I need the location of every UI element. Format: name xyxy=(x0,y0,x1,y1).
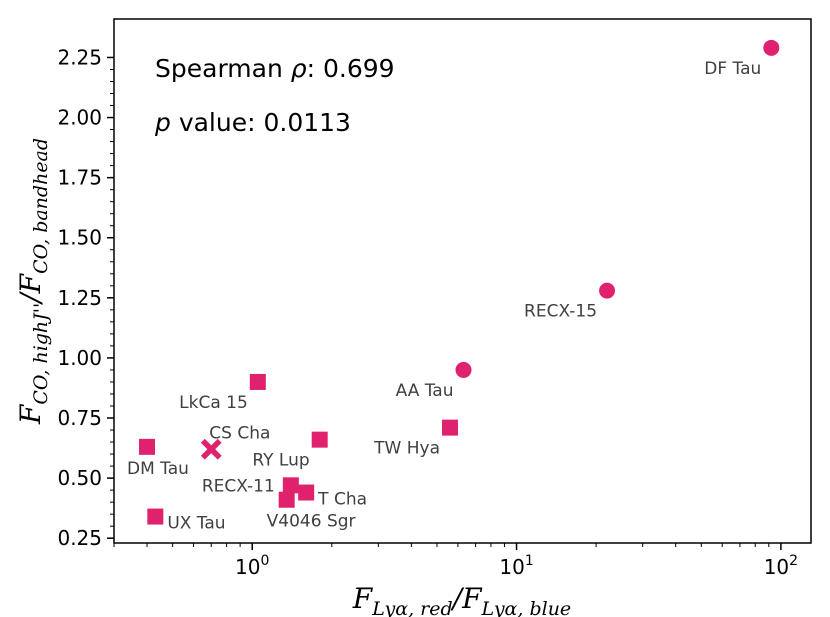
data-points: DF Tau RECX-15 AA Tau TW Hya LkCa 15 CS Cha DM… xyxy=(127,39,780,534)
y-tick-label: 0.75 xyxy=(57,406,102,430)
data-point xyxy=(147,508,164,525)
y-tick-label: 1.25 xyxy=(57,286,102,310)
data-point xyxy=(311,431,328,448)
data-point xyxy=(249,373,266,390)
x-tick-label: 101 xyxy=(499,553,533,579)
data-point xyxy=(441,419,458,436)
point-label: RECX-15 xyxy=(524,302,597,322)
x-axis-label: FLyα, red/FLyα, blue xyxy=(352,582,571,617)
data-point xyxy=(200,438,222,460)
point-label: T Cha xyxy=(317,490,367,510)
x-tick-label: 102 xyxy=(764,553,798,579)
point-label: DM Tau xyxy=(127,459,189,479)
y-axis-ticks: 0.25 0.50 0.75 1.00 1.25 1.50 1.75 2.00 2.25 xyxy=(57,45,114,550)
y-tick-label: 1.75 xyxy=(57,166,102,190)
data-point xyxy=(599,282,616,299)
y-axis-label: FCO, highJ''/FCO, bandhead xyxy=(14,138,52,425)
point-label: UX Tau xyxy=(167,514,225,534)
y-tick-label: 2.25 xyxy=(57,45,102,69)
point-label: V4046 Sgr xyxy=(267,512,356,532)
y-tick-label: 1.00 xyxy=(57,346,102,370)
point-label: TW Hya xyxy=(373,439,440,459)
data-point xyxy=(282,477,299,494)
data-point xyxy=(139,438,156,455)
x-axis-ticks: 100 101 102 xyxy=(113,543,798,579)
data-point xyxy=(298,484,315,501)
point-label: CS Cha xyxy=(209,423,270,443)
data-point xyxy=(763,39,780,56)
point-label: AA Tau xyxy=(396,381,454,401)
p-value-annotation: p value: 0.0113 xyxy=(154,108,351,137)
y-tick-label: 0.25 xyxy=(57,526,102,550)
point-label: DF Tau xyxy=(704,59,761,79)
y-tick-label: 1.50 xyxy=(57,226,102,250)
spearman-annotation: Spearman ρ: 0.699 xyxy=(155,54,395,83)
point-label: RY Lup xyxy=(252,451,309,471)
data-point xyxy=(278,491,295,508)
data-point xyxy=(455,361,472,378)
plot-frame xyxy=(113,18,812,544)
y-tick-label: 0.50 xyxy=(57,466,102,490)
x-tick-label: 100 xyxy=(235,553,269,579)
point-label: RECX-11 xyxy=(202,476,275,496)
point-label: LkCa 15 xyxy=(179,393,248,413)
y-tick-label: 2.00 xyxy=(57,106,102,130)
